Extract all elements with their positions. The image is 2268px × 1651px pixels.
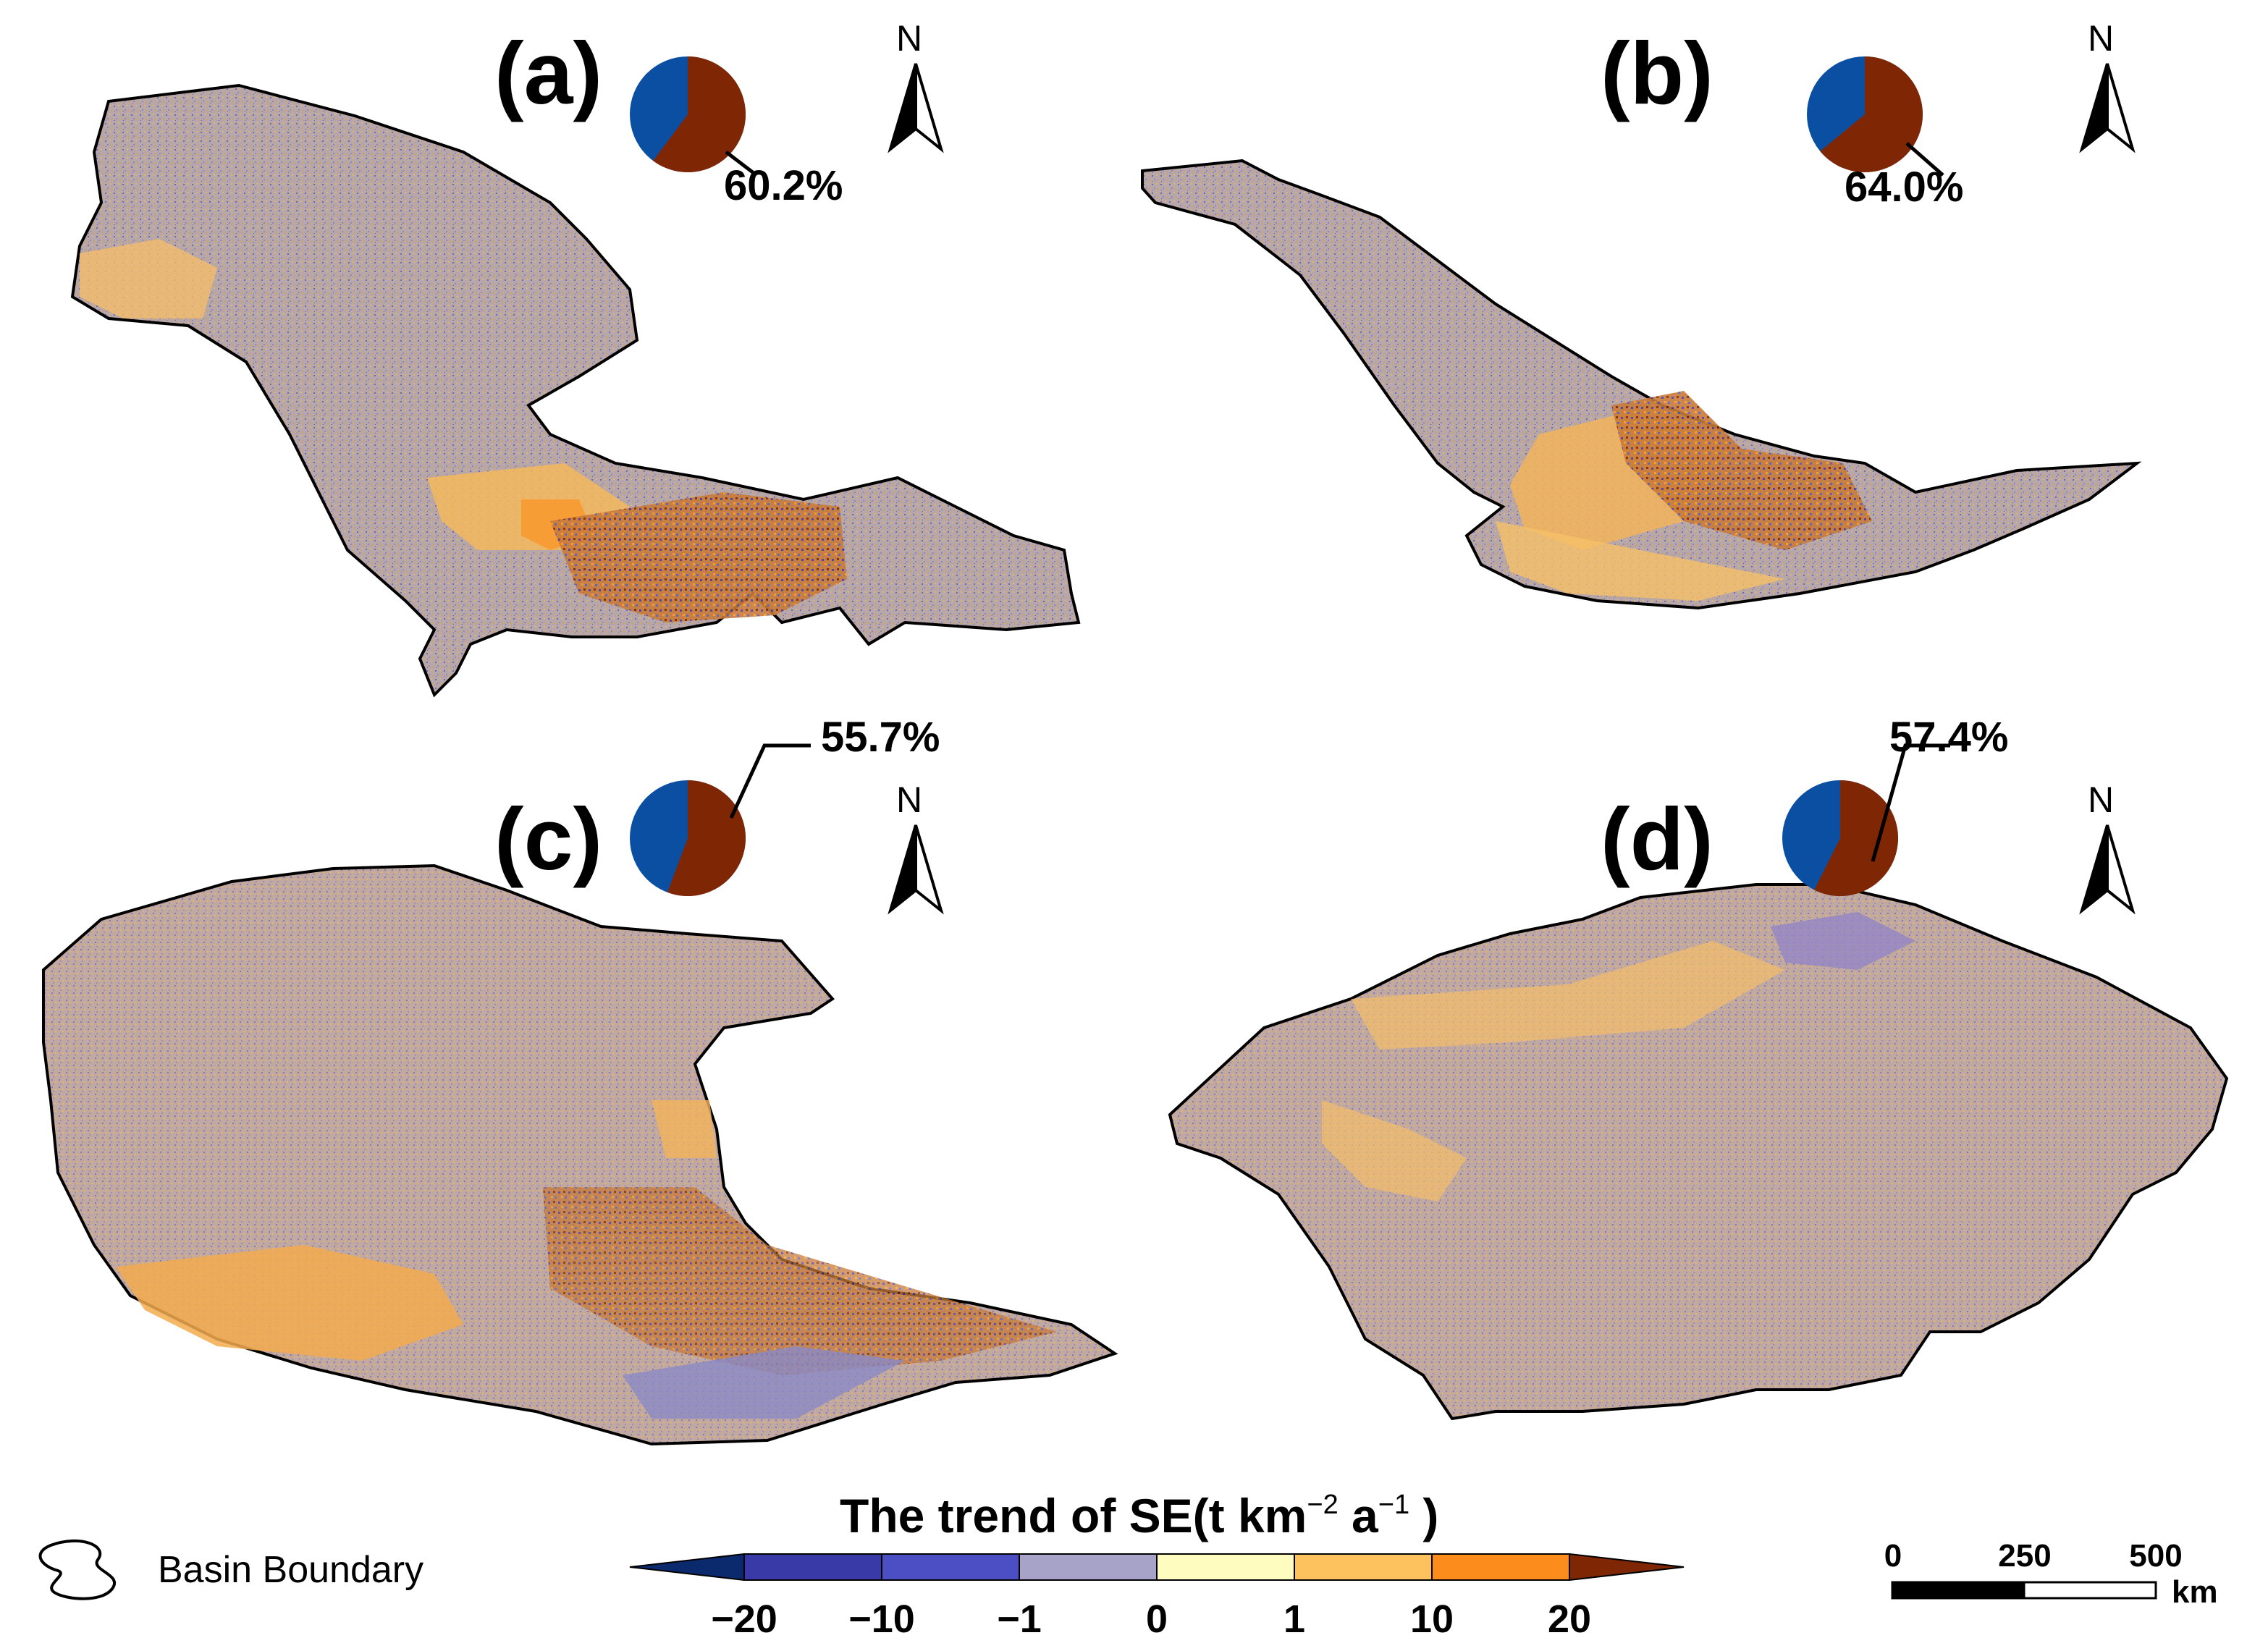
map-panel-d: (d) 57.4% N xyxy=(1134,717,2268,1469)
pie-slice-positive xyxy=(1814,780,1898,896)
pie-slice-positive xyxy=(667,780,746,896)
pie-slice-positive xyxy=(1820,56,1923,173)
color-bar-segment xyxy=(881,1553,1020,1581)
color-bar-arrow-high xyxy=(1569,1553,1685,1582)
north-arrow-icon xyxy=(2079,824,2136,915)
color-bar-tick-label: −20 xyxy=(711,1597,777,1641)
north-arrow-c: N xyxy=(883,782,948,919)
legend-title: The trend of SE(t km−2 a−1 ) xyxy=(840,1489,1439,1542)
north-arrow-icon xyxy=(888,63,944,153)
pie-chart-a xyxy=(630,56,758,177)
color-bar-segment xyxy=(1431,1553,1570,1581)
color-bar-segment xyxy=(743,1553,882,1581)
pie-percent-b: 64.0% xyxy=(1845,164,1964,211)
map-panel-a: (a) 60.2% N xyxy=(0,0,1134,724)
color-bar-segment xyxy=(1019,1553,1158,1581)
color-bar xyxy=(629,1553,1685,1582)
pie-chart-d xyxy=(1782,743,1950,896)
map-panel-b: (b) 64.0% N xyxy=(1134,0,2268,724)
basin-boundary-label: Basin Boundary xyxy=(158,1549,424,1591)
color-bar-segment xyxy=(1156,1553,1295,1581)
scale-unit: km xyxy=(2172,1574,2218,1610)
pie-chart-b xyxy=(1807,56,1944,177)
pie-percent-a: 60.2% xyxy=(724,162,843,209)
panel-label-d: (d) xyxy=(1601,790,1713,888)
scale-label-500: 500 xyxy=(2129,1538,2183,1574)
scale-label-0: 0 xyxy=(1884,1538,1902,1574)
color-bar-tick-label: 1 xyxy=(1283,1597,1306,1641)
north-arrow-icon xyxy=(2079,63,2136,153)
basin-map-a xyxy=(70,83,1081,698)
basin-boundary-icon xyxy=(38,1539,116,1600)
basin-map-d xyxy=(1168,883,2229,1421)
north-arrow-d: N xyxy=(2075,782,2140,919)
scale-bar xyxy=(1891,1581,2157,1600)
pie-percent-c: 55.7% xyxy=(821,714,940,761)
north-arrow-a: N xyxy=(883,20,948,158)
pie-chart-c xyxy=(630,743,811,896)
scale-label-250: 250 xyxy=(1998,1538,2052,1574)
color-bar-tick-label: 0 xyxy=(1145,1597,1168,1641)
panel-label-a: (a) xyxy=(494,24,603,122)
color-bar-tick-label: 20 xyxy=(1547,1597,1592,1641)
pie-leader-line xyxy=(729,743,811,819)
north-arrow-b: N xyxy=(2075,20,2140,158)
panel-label-b: (b) xyxy=(1601,24,1713,122)
pie-leader-line xyxy=(1905,142,1944,177)
pie-leader-line xyxy=(725,151,758,177)
panel-label-c: (c) xyxy=(494,790,603,888)
color-bar-tick-label: 10 xyxy=(1409,1597,1454,1641)
north-arrow-icon xyxy=(888,824,944,915)
pie-slice-positive xyxy=(653,56,746,172)
basin-map-b xyxy=(1141,159,2142,610)
color-bar-segment xyxy=(1294,1553,1433,1581)
map-panel-c: (c) 55.7% N xyxy=(0,717,1134,1469)
pie-leader-line xyxy=(1871,743,1950,862)
pie-percent-d: 57.4% xyxy=(1889,714,2009,761)
color-bar-tick-label: −1 xyxy=(997,1597,1042,1641)
color-bar-arrow-low xyxy=(629,1553,745,1582)
basin-map-c xyxy=(42,863,1118,1446)
color-bar-tick-label: −10 xyxy=(848,1597,915,1641)
